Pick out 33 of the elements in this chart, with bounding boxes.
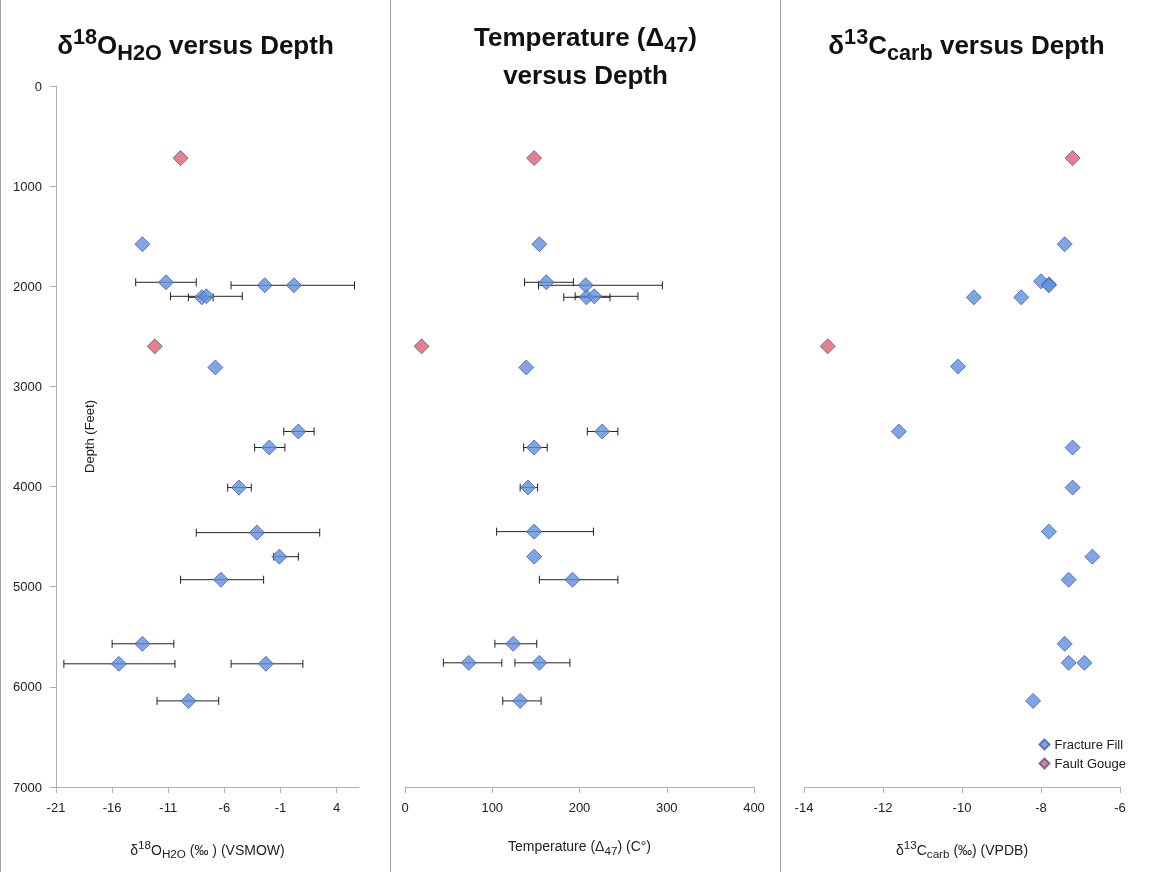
x-tick-label: -6 <box>218 800 231 815</box>
x-axis-title: δ$^{13}$C$_{carb}$ (‰) (VPDB) <box>894 838 1030 861</box>
y-axis-title: Depth (Feet) <box>82 400 97 473</box>
x-tick-label: 200 <box>568 800 591 815</box>
x-tick-label: -21 <box>46 800 66 815</box>
x-tick-label: 300 <box>655 800 678 815</box>
x-tick-label: 100 <box>481 800 504 815</box>
x-tick-label: 4 <box>332 800 341 815</box>
legend-label: Fracture Fill <box>1054 737 1124 752</box>
y-tick-label: 1000 <box>13 178 42 194</box>
y-tick-label: 2000 <box>13 278 42 294</box>
x-axis-title: Temperature (Δ$_{47}$) (C°) <box>506 838 653 857</box>
chart-title: δ$^{13}$C$_{carb}$ versus Depth <box>827 23 1106 67</box>
x-tick-label: -14 <box>794 800 814 815</box>
x-axis-title: δ$^{18}$O$_{H2O}$ (‰ ) (VSMOW) <box>129 838 286 861</box>
chart-title: Temperature (Δ$_{47}$) versus Depth <box>473 22 698 91</box>
legend-label: Fault Gouge <box>1054 756 1126 771</box>
x-tick-label: 0 <box>401 800 409 815</box>
x-tick-label: -6 <box>1114 800 1126 815</box>
x-tick-label: -8 <box>1035 800 1047 815</box>
x-tick-label: -10 <box>952 800 972 815</box>
y-tick-label: 7000 <box>13 779 42 795</box>
y-tick-label: 0 <box>34 78 42 94</box>
y-tick-label: 3000 <box>13 378 42 394</box>
y-tick-label: 6000 <box>13 679 42 695</box>
y-tick-label: 5000 <box>13 579 42 595</box>
x-tick-label: -11 <box>159 800 178 815</box>
y-tick-label: 4000 <box>13 479 42 495</box>
x-tick-label: 400 <box>743 800 765 815</box>
x-tick-label: -16 <box>102 800 122 815</box>
x-tick-label: -12 <box>873 800 893 815</box>
chart-title: δ$^{18}$O$_{H2O}$ versus Depth <box>56 23 335 67</box>
x-tick-label: -1 <box>274 800 287 815</box>
